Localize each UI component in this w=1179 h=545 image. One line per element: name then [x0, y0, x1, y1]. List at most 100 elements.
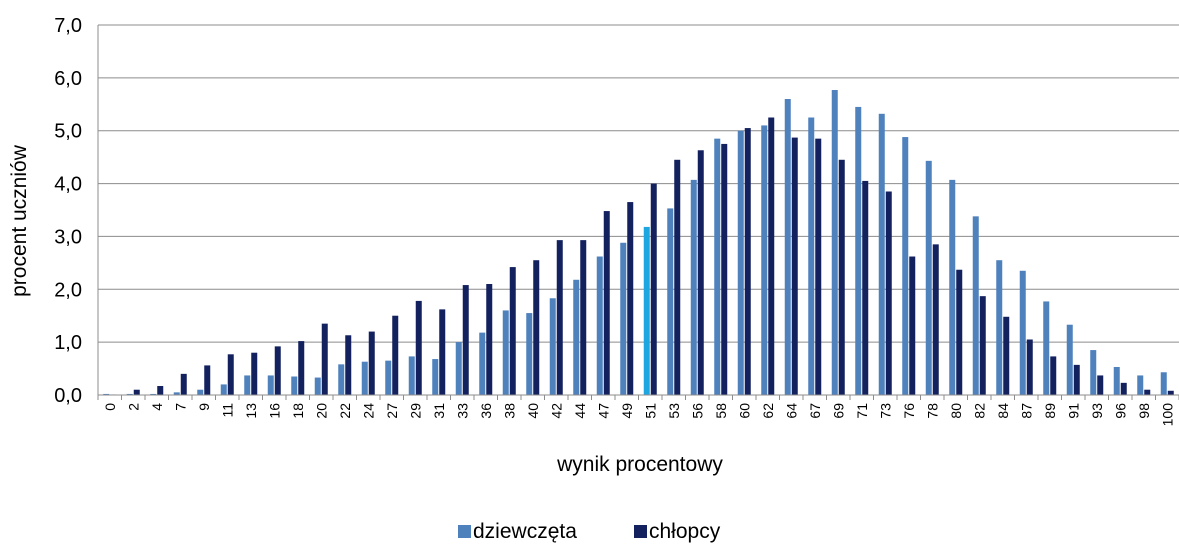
- bar-chlopcy-89: [1050, 356, 1057, 395]
- x-tick-label: 82: [971, 403, 987, 419]
- bar-chlopcy-64: [791, 137, 798, 396]
- x-tick-label: 4: [149, 403, 165, 411]
- bar-dziewczeta-13: [244, 375, 251, 395]
- x-tick-label: 64: [783, 403, 799, 419]
- y-tick-label: 0,0: [54, 385, 82, 407]
- bar-chlopcy-22: [345, 335, 352, 395]
- bar-dziewczeta-31: [432, 359, 439, 395]
- x-tick-label: 16: [266, 403, 282, 419]
- x-tick-label: 62: [760, 403, 776, 419]
- x-tick-label: 93: [1089, 403, 1105, 419]
- x-tick-label: 44: [572, 403, 588, 419]
- x-tick-label: 9: [196, 403, 212, 411]
- bar-chlopcy-62: [768, 117, 775, 395]
- bar-dziewczeta-22: [338, 364, 345, 395]
- x-tick-label: 78: [924, 403, 940, 419]
- legend-label-dziewczeta: dziewczęta: [473, 520, 577, 543]
- legend-swatch-chlopcy: [634, 525, 647, 538]
- bar-chlopcy-98: [1144, 389, 1151, 395]
- bar-chlopcy-69: [838, 159, 845, 395]
- bar-chlopcy-2: [133, 389, 140, 395]
- x-axis-title: wynik procentowy: [556, 453, 723, 476]
- bar-chlopcy-58: [721, 143, 728, 395]
- bar-chlopcy-11: [227, 354, 234, 395]
- bar-dziewczeta-96: [1113, 366, 1120, 395]
- bar-chlopcy-47: [603, 211, 610, 395]
- bar-dziewczeta-53: [667, 208, 674, 395]
- x-tick-label: 91: [1065, 403, 1081, 419]
- bar-dziewczeta-93: [1090, 350, 1097, 395]
- y-tick-label: 6,0: [54, 68, 82, 90]
- bar-dziewczeta-7: [173, 392, 180, 395]
- bar-dziewczeta-89: [1043, 301, 1050, 395]
- x-tick-label: 80: [948, 403, 964, 419]
- bar-dziewczeta-4: [150, 393, 157, 395]
- x-tick-label: 96: [1112, 403, 1128, 419]
- bar-dziewczeta-11: [220, 384, 227, 395]
- bar-chlopcy-93: [1097, 375, 1104, 395]
- x-tick-label: 40: [525, 403, 541, 419]
- bar-dziewczeta-100: [1160, 372, 1167, 395]
- x-tick-label: 22: [337, 403, 353, 419]
- bar-chlopcy-78: [932, 244, 939, 395]
- bar-dziewczeta-80: [949, 179, 956, 395]
- bar-dziewczeta-82: [972, 216, 979, 395]
- bar-dziewczeta-76: [902, 137, 909, 396]
- x-tick-label: 31: [431, 403, 447, 419]
- bar-dziewczeta-84: [996, 260, 1003, 395]
- bar-chlopcy-53: [674, 159, 681, 395]
- x-tick-label: 24: [360, 403, 376, 419]
- x-tick-label: 76: [901, 403, 917, 419]
- bar-dziewczeta-69: [831, 90, 838, 395]
- x-tick-labels: 0 2 4 7 9 11 13 16 18 20 22 24 27 29 31 33 36 38 40 42 44 47 4…: [102, 403, 1176, 427]
- bar-chlopcy-49: [627, 202, 634, 395]
- y-tick-label: 4,0: [54, 174, 82, 196]
- bar-dziewczeta-87: [1019, 270, 1026, 395]
- x-tick-label: 11: [219, 403, 235, 418]
- x-tick-label: 73: [877, 403, 893, 419]
- y-tick-labels: 0,0 1,0 2,0 3,0 4,0 5,0 6,0 7,0: [54, 15, 82, 407]
- y-axis-title: procent uczniów: [8, 144, 31, 297]
- bar-dziewczeta-27: [385, 360, 392, 395]
- bar-chlopcy-4: [157, 386, 164, 395]
- bar-chlopcy-38: [509, 267, 516, 395]
- bar-chlopcy-20: [321, 323, 328, 395]
- bar-dziewczeta-38: [502, 310, 509, 395]
- bar-chlopcy-67: [815, 138, 822, 395]
- bar-chlopcy-80: [956, 269, 963, 395]
- x-tick-label: 84: [995, 403, 1011, 419]
- bar-dziewczeta-29: [408, 356, 415, 395]
- bar-dziewczeta-56: [690, 179, 697, 395]
- legend-swatch-dziewczeta: [458, 525, 471, 538]
- bar-dziewczeta-64: [784, 99, 791, 395]
- x-tick-label: 71: [854, 403, 870, 419]
- bar-dziewczeta-71: [855, 106, 862, 395]
- y-tick-label: 2,0: [54, 279, 82, 301]
- x-tick-label: 51: [642, 403, 658, 419]
- bar-chlopcy-9: [204, 365, 211, 395]
- bar-dziewczeta-42: [549, 298, 556, 395]
- bar-dziewczeta-44: [573, 279, 580, 395]
- bar-dziewczeta-60: [737, 130, 744, 395]
- legend: dziewczęta chłopcy: [458, 520, 721, 543]
- gridlines: [98, 24, 1179, 343]
- x-tick-label: 0: [102, 403, 118, 411]
- bar-dziewczeta-49: [620, 242, 627, 395]
- x-tick-label: 38: [501, 403, 517, 419]
- bar-chlopcy-7: [180, 373, 187, 395]
- bar-dziewczeta-40: [526, 313, 533, 395]
- bar-chlopcy-18: [298, 341, 305, 395]
- bar-chlopcy-42: [556, 240, 563, 395]
- x-tick-label: 58: [713, 403, 729, 419]
- y-tick-label: 5,0: [54, 121, 82, 143]
- x-tick-label: 2: [125, 403, 141, 411]
- x-tick-label: 33: [454, 403, 470, 419]
- x-tick-label: 27: [384, 403, 400, 419]
- x-tick-label: 49: [619, 403, 635, 419]
- bar-chlopcy-33: [462, 285, 469, 395]
- bar-chlopcy-60: [744, 128, 751, 396]
- y-tick-label: 1,0: [54, 332, 82, 354]
- bar-dziewczeta-67: [808, 117, 815, 395]
- bar-chlopcy-51: [650, 183, 657, 395]
- x-tick-label: 7: [172, 403, 188, 411]
